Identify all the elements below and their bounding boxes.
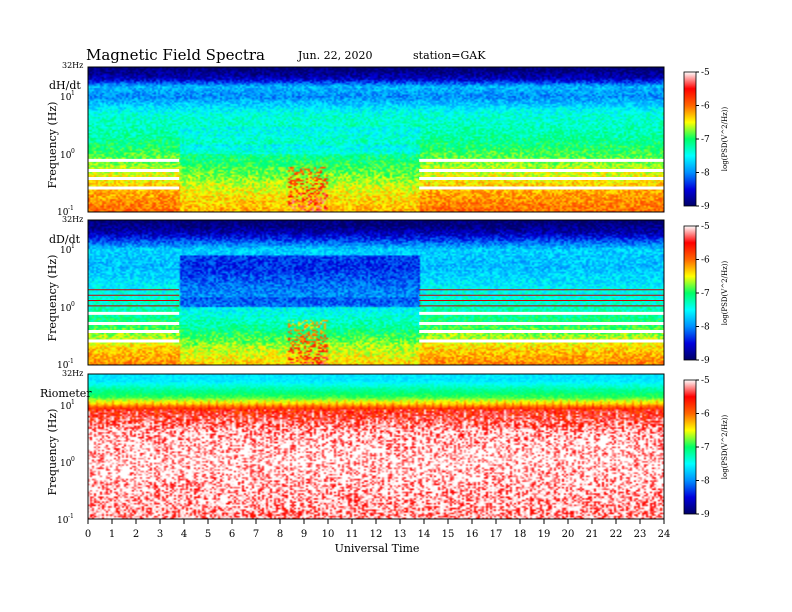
colorbar-tick-label: -5 bbox=[701, 68, 710, 78]
panel-dddt: 32Hz dD/dt 10 1 10 0 10 -1 Frequency (Hz… bbox=[46, 215, 665, 371]
panel-label-riometer: Riometer bbox=[40, 387, 92, 400]
ytick-dddt-0: 10 bbox=[60, 304, 72, 314]
colorbar bbox=[683, 225, 697, 361]
panel-label-dhdt: dH/dt bbox=[49, 79, 81, 92]
x-axis-label: Universal Time bbox=[335, 542, 420, 555]
ytick-dhdt-1: 10 bbox=[60, 93, 72, 103]
panel-dhdt: 32Hz dH/dt 10 1 10 0 10 -1 Frequency (Hz… bbox=[46, 61, 665, 218]
ylabel-dddt: Frequency (Hz) bbox=[46, 255, 59, 342]
gap-lines-dddt bbox=[88, 289, 664, 343]
colorbar-tick-label: -7 bbox=[701, 289, 710, 299]
colorbar-tick-label: -7 bbox=[701, 443, 710, 453]
colorbar bbox=[683, 379, 697, 515]
x-tick-label: 9 bbox=[301, 529, 307, 540]
colorbar-tick-label: -8 bbox=[701, 477, 710, 487]
x-tick-label: 17 bbox=[490, 529, 503, 540]
x-tick-label: 7 bbox=[253, 529, 259, 540]
ytick-dddt-m1: 10 bbox=[57, 361, 69, 371]
ytick-riometer-m1: 10 bbox=[57, 516, 69, 526]
panel-label-dddt: dD/dt bbox=[49, 233, 81, 246]
ylabel-dhdt: Frequency (Hz) bbox=[46, 102, 59, 189]
ytick-exp-dhdt-0: 0 bbox=[71, 148, 75, 155]
x-tick-label: 19 bbox=[538, 529, 551, 540]
colorbar-tick-label: -7 bbox=[701, 135, 710, 145]
x-tick-label: 11 bbox=[346, 529, 359, 540]
top-freq-label-dhdt: 32Hz bbox=[62, 61, 83, 70]
station-label: station=GAK bbox=[413, 49, 486, 62]
ytick-exp-riometer-1: 1 bbox=[71, 399, 75, 406]
colorbars: -5 -6 -7 -8 -9 log(PSD(V^2/Hz)) -5 -6 -7 -8 -9 log(… bbox=[683, 68, 729, 520]
ytick-exp-riometer-m1: -1 bbox=[68, 513, 74, 520]
ylabel-riometer: Frequency (Hz) bbox=[46, 409, 59, 496]
x-tick-label: 23 bbox=[634, 529, 647, 540]
colorbar-tick-label: -9 bbox=[701, 202, 710, 212]
plot-frame-dddt bbox=[87, 219, 665, 366]
ytick-dddt-1: 10 bbox=[60, 246, 72, 256]
colorbar-tick-label: -9 bbox=[701, 510, 710, 520]
x-tick-label: 6 bbox=[229, 529, 235, 540]
ytick-dhdt-0: 10 bbox=[60, 151, 72, 161]
colorbar-tick-label: -5 bbox=[701, 376, 710, 386]
x-tick-label: 4 bbox=[181, 529, 187, 540]
gap-lines-dhdt bbox=[88, 158, 664, 190]
x-tick-label: 12 bbox=[370, 529, 383, 540]
date-label: Jun. 22, 2020 bbox=[297, 49, 373, 62]
x-tick-label: 15 bbox=[442, 529, 455, 540]
spectrogram-dhdt bbox=[88, 67, 664, 212]
figure-title: Magnetic Field Spectra bbox=[86, 46, 265, 64]
colorbar-tick-label: -8 bbox=[701, 323, 710, 333]
x-tick-label: 21 bbox=[586, 529, 599, 540]
x-axis: 0 1 2 3 4 5 6 7 8 9 10 11 12 13 14 15 16 17 18 19 20 21 22 23 24 bbox=[85, 519, 671, 540]
x-tick-label: 3 bbox=[157, 529, 163, 540]
ytick-exp-dhdt-m1: -1 bbox=[68, 205, 74, 212]
top-freq-label-dddt: 32Hz bbox=[62, 215, 83, 224]
x-tick-label: 0 bbox=[85, 529, 91, 540]
x-tick-label: 24 bbox=[658, 529, 671, 540]
x-tick-label: 16 bbox=[466, 529, 479, 540]
ytick-riometer-0: 10 bbox=[60, 459, 72, 469]
x-tick-label: 2 bbox=[133, 529, 139, 540]
x-tick-label: 14 bbox=[418, 529, 431, 540]
ytick-exp-dddt-0: 0 bbox=[71, 301, 75, 308]
x-tick-label: 18 bbox=[514, 529, 527, 540]
ytick-exp-riometer-0: 0 bbox=[71, 456, 75, 463]
colorbar-label: log(PSD(V^2/Hz)) bbox=[721, 414, 729, 479]
colorbar-tick-label: -6 bbox=[701, 410, 710, 420]
colorbar-tick-label: -5 bbox=[701, 222, 710, 232]
spectrogram-dddt bbox=[88, 220, 664, 365]
x-tick-label: 20 bbox=[562, 529, 575, 540]
colorbar-tick-label: -8 bbox=[701, 169, 710, 179]
colorbar-label: log(PSD(V^2/Hz)) bbox=[721, 106, 729, 171]
ytick-dhdt-m1: 10 bbox=[57, 208, 69, 218]
x-tick-label: 8 bbox=[277, 529, 283, 540]
ytick-exp-dddt-m1: -1 bbox=[68, 358, 74, 365]
colorbar-label: log(PSD(V^2/Hz)) bbox=[721, 260, 729, 325]
plot-frame-dhdt bbox=[87, 66, 665, 213]
colorbar-tick-label: -6 bbox=[701, 256, 710, 266]
x-tick-label: 22 bbox=[610, 529, 623, 540]
colorbar-tick-label: -6 bbox=[701, 102, 710, 112]
top-freq-label-riometer: 32Hz bbox=[62, 369, 83, 378]
x-tick-label: 10 bbox=[322, 529, 335, 540]
ytick-exp-dddt-1: 1 bbox=[71, 243, 75, 250]
x-tick-label: 1 bbox=[109, 529, 115, 540]
spectrogram-riometer bbox=[88, 374, 664, 519]
ytick-exp-dhdt-1: 1 bbox=[71, 90, 75, 97]
colorbar-tick-label: -9 bbox=[701, 356, 710, 366]
colorbar bbox=[683, 71, 697, 207]
x-tick-label: 5 bbox=[205, 529, 211, 540]
ytick-riometer-1: 10 bbox=[60, 402, 72, 412]
panel-riometer: 32Hz Riometer 10 1 10 0 10 -1 Frequency … bbox=[40, 369, 665, 526]
x-tick-label: 13 bbox=[394, 529, 407, 540]
